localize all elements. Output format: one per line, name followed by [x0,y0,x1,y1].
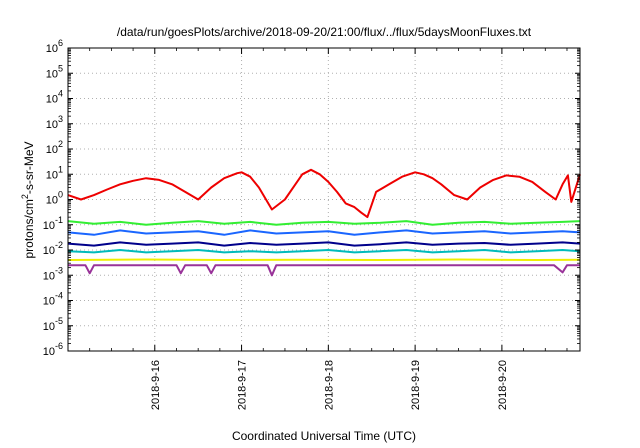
y-tick-exponent: -5 [55,316,63,326]
series-line-2 [67,220,581,226]
y-tick-label: 102 [46,139,63,156]
y-tick-label: 103 [46,114,63,131]
y-tick-base: 10 [46,195,58,207]
x-tick-labels: 2018-9-16 2018-9-17 2018-9-18 2018-9-19 2018… [150,360,509,410]
y-tick-exponent: 3 [58,114,63,124]
y-tick-exponent: -4 [55,291,63,301]
y-tick-base: 10 [43,220,55,232]
y-tick-exponent: 4 [58,89,63,99]
y-tick-exponent: 5 [58,63,63,73]
y-tick-base: 10 [46,169,58,181]
y-tick-label: 104 [46,89,63,106]
series-line-1 [67,168,581,219]
series-line-7 [68,264,580,277]
y-tick-exponent: -1 [55,215,63,225]
y-tick-base: 10 [43,296,55,308]
x-tick-label: 2018-9-17 [237,360,249,410]
y-tick-base: 10 [46,119,58,131]
chart-title: /data/run/goesPlots/archive/2018-09-20/2… [117,25,532,39]
y-tick-base: 10 [46,68,58,80]
y-tick-label: 10-1 [43,215,63,232]
y-tick-exponent: 0 [58,190,63,200]
y-tick-label: 10-5 [43,316,63,333]
y-tick-label: 105 [46,63,63,80]
y-tick-base: 10 [43,270,55,282]
y-tick-label: 10-6 [43,341,63,358]
y-tick-exponent: -3 [55,265,63,275]
y-tick-label: 100 [46,190,63,207]
y-tick-base: 10 [43,245,55,257]
y-tick-labels: 10610510410310210110010-110-210-310-410-… [43,38,63,358]
y-tick-exponent: 1 [58,164,63,174]
x-tick-label: 2018-9-20 [497,360,509,410]
y-axis-label: protons/cm2-s-sr-MeV [20,141,36,258]
y-tick-label: 101 [46,164,63,181]
y-tick-label: 10-2 [43,240,63,257]
x-tick-label: 2018-9-18 [323,360,335,410]
y-axis-label-main: protons/cm [22,199,36,258]
x-axis-label: Coordinated Universal Time (UTC) [232,429,416,443]
y-tick-label: 106 [46,38,63,55]
ticks [68,47,580,352]
y-tick-label: 10-4 [43,291,63,308]
y-axis-label-superscript: 2 [20,194,30,199]
series-line-4 [67,241,581,247]
y-tick-exponent: 6 [58,38,63,48]
y-tick-base: 10 [43,321,55,333]
y-tick-exponent: -6 [55,341,63,351]
y-tick-base: 10 [46,144,58,156]
series-line-6 [67,258,581,261]
y-axis-label-rest: -s-sr-MeV [22,141,36,194]
y-tick-exponent: -2 [55,240,63,250]
y-tick-base: 10 [46,43,58,55]
y-tick-exponent: 2 [58,139,63,149]
x-tick-label: 2018-9-19 [410,360,422,410]
series-line-5 [67,249,581,254]
y-tick-base: 10 [46,94,58,106]
x-tick-label: 2018-9-16 [150,360,162,410]
y-tick-base: 10 [43,346,55,358]
y-tick-label: 10-3 [43,265,63,282]
series-line-3 [67,229,581,236]
series-layer [67,168,581,277]
